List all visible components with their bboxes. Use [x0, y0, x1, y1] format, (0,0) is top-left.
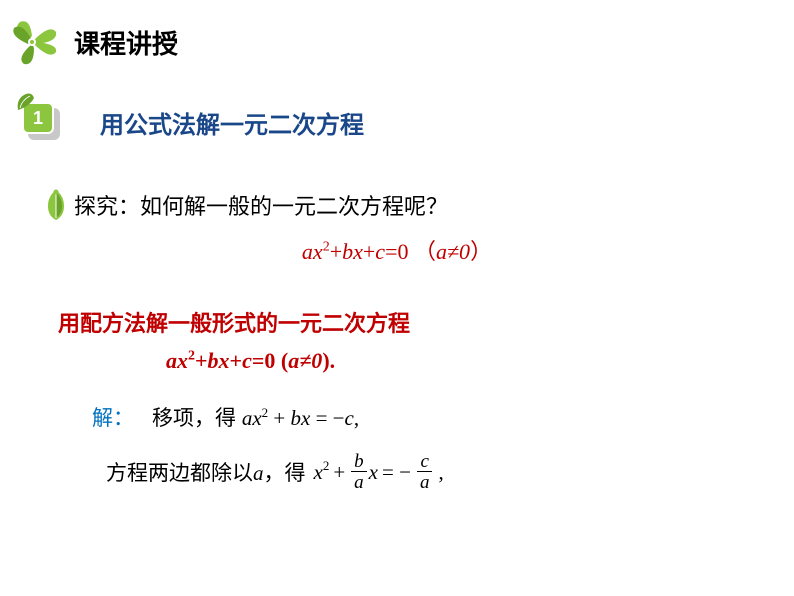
- general-equation: ax2+bx+c=0 （a≠0）: [0, 234, 794, 266]
- solve-label: 解：: [92, 402, 134, 432]
- step2-equation: x2 + ba x = − ca ,: [314, 452, 448, 492]
- step2-text: 方程两边都除以a，得: [106, 457, 306, 487]
- section-header: 1 用公式法解一元二次方程: [22, 102, 794, 142]
- section-number-badge: 1: [22, 102, 62, 142]
- step1-text: 移项，得 ax2 + bx = −c,: [152, 402, 359, 432]
- lecture-title: 课程讲授: [74, 24, 178, 61]
- method-title: 用配方法解一般形式的一元二次方程: [58, 306, 794, 338]
- explore-row: 探究：如何解一般的一元二次方程呢？: [42, 188, 794, 222]
- explore-text: 探究：如何解一般的一元二次方程呢？: [74, 189, 448, 221]
- method-equation: ax2+bx+c=0 (a≠0).: [166, 348, 794, 374]
- header: 课程讲授: [0, 0, 794, 66]
- section-title: 用公式法解一元二次方程: [100, 105, 364, 140]
- solution-step-1: 解： 移项，得 ax2 + bx = −c,: [92, 402, 794, 432]
- leaf-bullet-icon: [42, 188, 70, 222]
- clover-icon: [6, 18, 62, 66]
- solution-step-2: 方程两边都除以a，得 x2 + ba x = − ca ,: [106, 452, 794, 492]
- leaf-icon: [16, 92, 36, 117]
